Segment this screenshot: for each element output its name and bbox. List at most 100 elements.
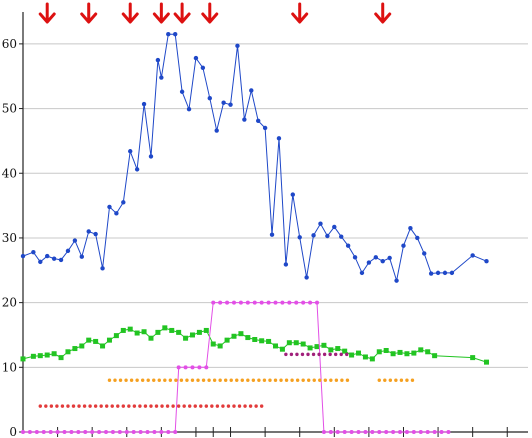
data-point [237,404,242,408]
data-point [318,378,322,382]
data-point [242,117,247,122]
data-point [439,430,444,434]
data-point [55,404,59,408]
data-point [110,404,114,408]
data-point [49,404,54,408]
data-point [157,378,161,382]
data-point [100,266,105,271]
data-point [58,257,64,263]
data-point [301,300,306,305]
marker-arrows [38,2,392,24]
data-point [62,430,67,434]
data-point [325,233,330,239]
data-point [20,356,26,362]
data-point [352,255,358,260]
data-point [176,329,182,335]
data-point [349,430,354,434]
data-point [189,332,195,338]
data-point [182,404,186,408]
data-point [425,349,431,355]
data-point [152,430,157,434]
data-point [380,259,385,264]
data-point [176,404,181,408]
data-point [204,365,209,370]
data-point [387,255,392,261]
data-point [51,351,57,357]
data-point [203,327,209,333]
data-point [128,149,133,154]
data-point [300,341,306,347]
y-tick-label: 20 [2,296,17,310]
data-point [248,404,253,408]
data-point [359,270,365,276]
data-point [321,342,327,348]
data-point [484,259,489,264]
axes: 0 10 20 30 40 50 60 [2,12,528,438]
data-point [273,378,278,382]
data-point [307,345,313,351]
data-point [124,378,128,382]
data-point [51,256,57,261]
data-point [226,404,231,408]
data-point [418,347,424,353]
data-point [231,333,237,339]
data-point [176,365,181,370]
data-point [391,430,396,434]
data-point [294,300,299,305]
data-point [90,430,95,434]
data-point [79,343,85,349]
data-point [165,404,170,408]
data-point [259,300,264,305]
data-point [394,278,399,283]
data-point [159,430,164,434]
data-point [340,378,344,382]
data-point [297,235,302,240]
data-point [286,340,292,346]
data-point [166,31,171,37]
data-point [210,404,214,408]
data-point [312,378,316,382]
data-point [134,167,140,172]
data-point [72,238,78,243]
data-point [154,404,159,408]
data-point [306,352,310,357]
data-point [307,378,311,382]
data-point [141,329,147,335]
data-point [196,378,200,382]
data-point [345,352,349,357]
data-point [155,329,161,335]
data-point [159,75,164,80]
data-point [470,355,476,361]
y-tick-label: 10 [2,360,17,374]
data-point [207,378,211,382]
data-point [188,404,192,408]
data-point [221,404,225,408]
data-point [349,352,355,358]
data-point [138,404,142,408]
data-point [37,353,43,359]
down-arrow-marker [291,2,309,24]
data-point [211,300,216,305]
data-point [259,404,264,408]
data-point [308,300,313,305]
data-point [304,275,309,280]
data-point [279,346,285,352]
data-point [31,249,36,255]
data-point [418,430,423,434]
data-point [245,335,251,341]
data-point [328,347,334,353]
down-arrow-marker [121,2,139,24]
data-point [166,430,171,434]
data-point [345,243,351,248]
data-point [362,354,368,360]
data-point [411,430,416,434]
data-point [20,253,26,259]
data-point [483,359,489,365]
down-arrow-marker [152,2,170,24]
data-point [79,254,85,259]
data-point [65,349,71,355]
data-point [328,430,333,434]
data-point [140,378,145,382]
data-point [289,352,294,357]
data-point [231,300,236,305]
